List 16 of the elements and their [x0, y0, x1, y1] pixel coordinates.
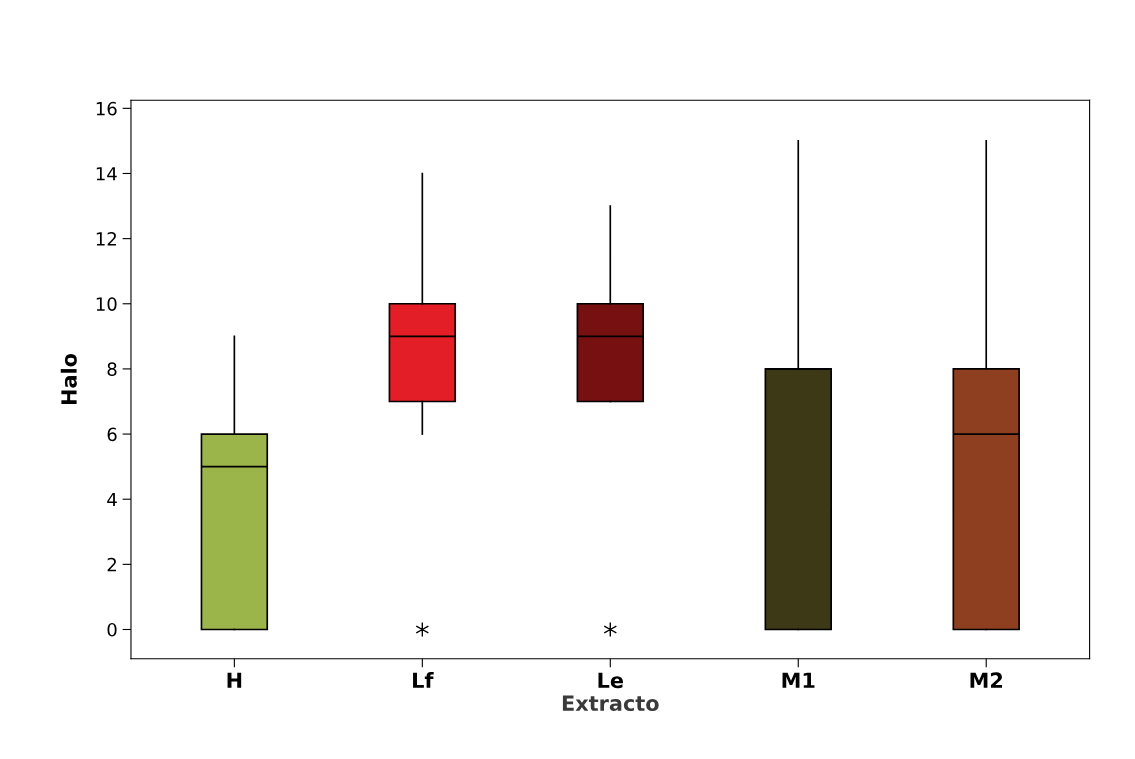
x-tick-label: Le — [598, 672, 623, 689]
y-tick-label: 0 — [107, 622, 117, 637]
y-tick-label: 4 — [107, 492, 117, 507]
x-tick-label: H — [227, 672, 242, 688]
x-tick-label: Lf — [413, 672, 434, 688]
y-tick-label: 2 — [107, 557, 116, 572]
x-axis-title: Extracto — [562, 695, 659, 712]
y-tick-label: 16 — [96, 101, 117, 116]
x-tick-label: M2 — [970, 672, 1003, 688]
y-tick-label: 14 — [96, 167, 117, 181]
x-tick-label: M1 — [782, 672, 815, 688]
y-tick-label: 8 — [107, 362, 117, 377]
y-tick-label: 12 — [96, 232, 116, 246]
y-tick-label: 6 — [107, 427, 117, 442]
y-tick-label: 10 — [96, 297, 117, 311]
y-axis-title: Halo — [60, 353, 77, 405]
